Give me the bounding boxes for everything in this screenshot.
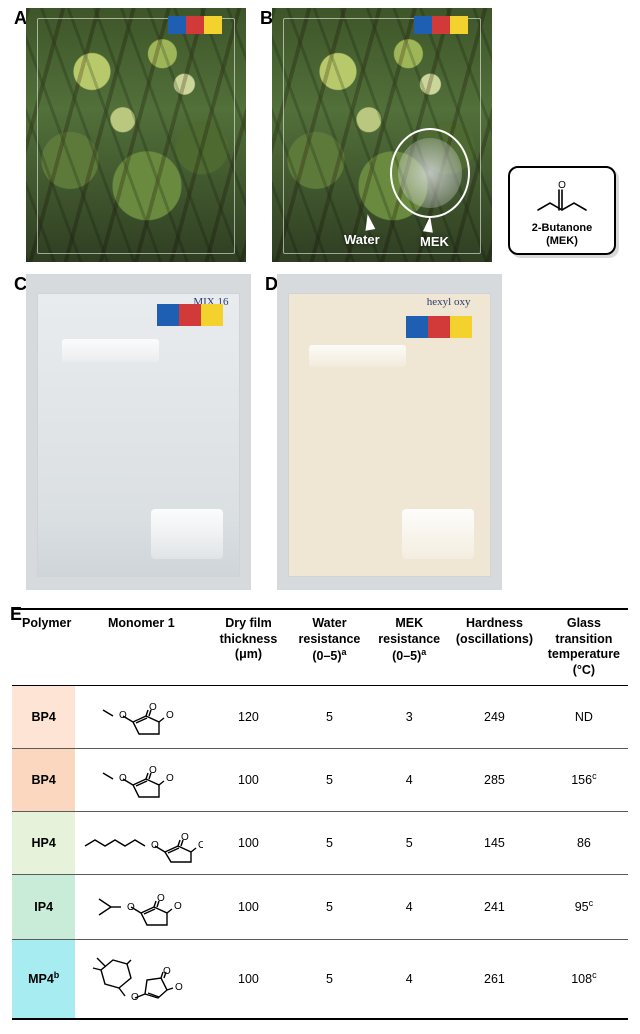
cell-hard: 241 xyxy=(449,874,540,939)
panel-e-table: E PolymerMonomer 1Dry filmthickness(μm)W… xyxy=(0,598,640,1034)
row-ab: A B xyxy=(0,0,640,268)
cell-hard: 285 xyxy=(449,748,540,811)
cell-polymer: MP4b xyxy=(12,939,75,1019)
cell-monomer: OOO xyxy=(75,874,207,939)
cell-tg: ND xyxy=(540,685,628,748)
cell-polymer: IP4 xyxy=(12,874,75,939)
cell-thick: 120 xyxy=(207,685,289,748)
chip-blue xyxy=(157,304,179,326)
cell-thick: 100 xyxy=(207,874,289,939)
panel-d-chips xyxy=(406,316,472,338)
chip-yellow xyxy=(450,16,468,34)
cell-hard: 249 xyxy=(449,685,540,748)
cell-mek: 3 xyxy=(369,685,449,748)
cell-tg: 156c xyxy=(540,748,628,811)
chip-red xyxy=(432,16,450,34)
panel-b-chips xyxy=(414,16,468,34)
row-cd: C MIX 16 D hexy xyxy=(0,268,640,598)
results-table: PolymerMonomer 1Dry filmthickness(μm)Wat… xyxy=(12,608,628,1020)
cell-hard: 261 xyxy=(449,939,540,1019)
panel-d-image: hexyl oxy xyxy=(277,274,502,590)
cell-monomer: OOO xyxy=(75,811,207,874)
cell-water: 5 xyxy=(290,748,370,811)
panel-d: D hexyl oxy xyxy=(259,270,504,592)
cell-tg: 86 xyxy=(540,811,628,874)
cell-mek: 4 xyxy=(369,748,449,811)
chip-blue xyxy=(168,16,186,34)
chip-blue xyxy=(414,16,432,34)
col-header: Waterresistance(0–5)a xyxy=(290,609,370,685)
chip-yellow xyxy=(450,316,472,338)
chip-red xyxy=(179,304,201,326)
table-row: HP4OOO1005514586 xyxy=(12,811,628,874)
annot-mek: MEK xyxy=(420,234,449,249)
cell-hard: 145 xyxy=(449,811,540,874)
col-header: Monomer 1 xyxy=(75,609,207,685)
chip-red xyxy=(186,16,204,34)
panel-c-image: MIX 16 xyxy=(26,274,251,590)
table-body: BP4OOO12053249NDBP4OOO10054285156cHP4OOO… xyxy=(12,685,628,1019)
panel-b-image: Water MEK xyxy=(272,8,492,262)
svg-text:O: O xyxy=(166,773,174,784)
panel-c-plate xyxy=(37,293,240,577)
cell-polymer: BP4 xyxy=(12,685,75,748)
cell-polymer: HP4 xyxy=(12,811,75,874)
table-header: PolymerMonomer 1Dry filmthickness(μm)Wat… xyxy=(12,609,628,685)
svg-text:O: O xyxy=(119,710,127,721)
mek-name-1: 2-Butanone xyxy=(516,222,608,235)
panel-b: B Water MEK xyxy=(254,4,494,264)
svg-text:O: O xyxy=(175,982,183,993)
cell-water: 5 xyxy=(290,874,370,939)
cell-thick: 100 xyxy=(207,748,289,811)
label-e: E xyxy=(10,604,22,625)
cell-mek: 4 xyxy=(369,939,449,1019)
cell-thick: 100 xyxy=(207,939,289,1019)
cell-mek: 5 xyxy=(369,811,449,874)
panel-a-image xyxy=(26,8,246,262)
mek-haze xyxy=(398,138,462,208)
chip-yellow xyxy=(204,16,222,34)
mek-structure-box: O 2-Butanone (MEK) xyxy=(508,166,616,255)
chip-blue xyxy=(406,316,428,338)
cell-water: 5 xyxy=(290,939,370,1019)
panel-a-chips xyxy=(168,16,222,34)
cell-monomer: OOO xyxy=(75,748,207,811)
cell-mek: 4 xyxy=(369,874,449,939)
figure-root: A B xyxy=(0,0,640,1034)
cell-polymer: BP4 xyxy=(12,748,75,811)
table-row: MP4bOOO10054261108c xyxy=(12,939,628,1019)
col-header: Hardness(oscillations) xyxy=(449,609,540,685)
cell-thick: 100 xyxy=(207,811,289,874)
cell-water: 5 xyxy=(290,685,370,748)
svg-text:O: O xyxy=(119,773,127,784)
panel-c: C MIX 16 xyxy=(8,270,253,592)
panel-a: A xyxy=(8,4,248,264)
cell-water: 5 xyxy=(290,811,370,874)
svg-text:O: O xyxy=(558,180,566,191)
panel-d-handwritten: hexyl oxy xyxy=(427,296,471,308)
table-row: IP4OOO1005424195c xyxy=(12,874,628,939)
annot-water: Water xyxy=(344,232,380,247)
chip-red xyxy=(428,316,450,338)
col-header: Glass transitiontemperature(°C) xyxy=(540,609,628,685)
cell-tg: 95c xyxy=(540,874,628,939)
cell-monomer: OOO xyxy=(75,939,207,1019)
table-row: BP4OOO10054285156c xyxy=(12,748,628,811)
mek-molecule: O xyxy=(516,176,608,220)
mek-name-2: (MEK) xyxy=(516,235,608,248)
svg-text:O: O xyxy=(198,840,203,851)
table-row: BP4OOO12053249ND xyxy=(12,685,628,748)
svg-text:O: O xyxy=(166,710,174,721)
col-header: MEKresistance(0–5)a xyxy=(369,609,449,685)
col-header: Dry filmthickness(μm) xyxy=(207,609,289,685)
svg-text:O: O xyxy=(151,840,159,851)
chip-yellow xyxy=(201,304,223,326)
panel-c-chips xyxy=(157,304,223,326)
cell-tg: 108c xyxy=(540,939,628,1019)
svg-text:O: O xyxy=(174,901,182,912)
cell-monomer: OOO xyxy=(75,685,207,748)
